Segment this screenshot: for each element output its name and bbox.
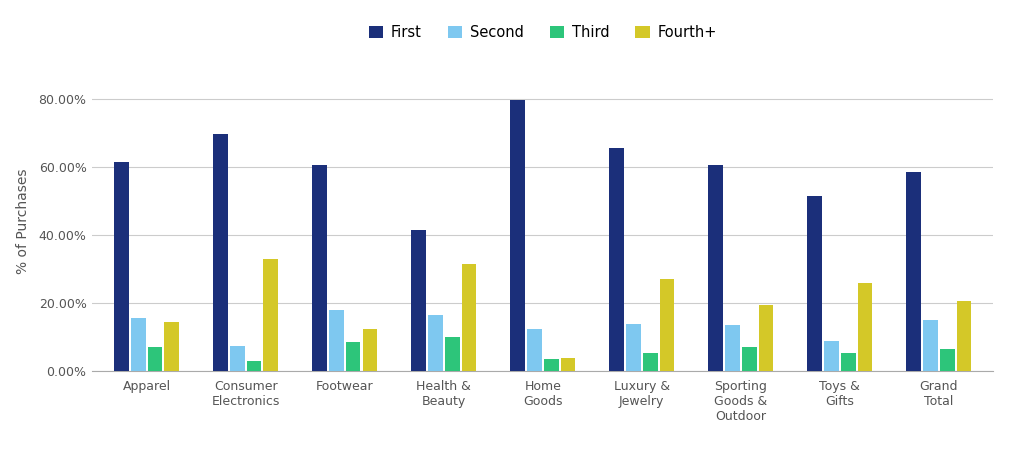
- Bar: [725, 325, 739, 371]
- Bar: [858, 283, 872, 371]
- Bar: [643, 353, 657, 371]
- Bar: [906, 172, 921, 371]
- Bar: [527, 329, 542, 371]
- Y-axis label: % of Purchases: % of Purchases: [16, 169, 31, 274]
- Bar: [428, 315, 442, 371]
- Bar: [165, 322, 179, 371]
- Bar: [346, 342, 360, 371]
- Bar: [807, 196, 822, 371]
- Bar: [329, 310, 344, 371]
- Bar: [759, 305, 773, 371]
- Bar: [940, 349, 954, 371]
- Bar: [362, 329, 377, 371]
- Bar: [626, 324, 641, 371]
- Bar: [462, 264, 476, 371]
- Bar: [213, 134, 227, 371]
- Bar: [510, 100, 525, 371]
- Bar: [444, 337, 460, 371]
- Bar: [312, 165, 327, 371]
- Bar: [923, 320, 938, 371]
- Bar: [411, 230, 426, 371]
- Bar: [956, 301, 972, 371]
- Bar: [560, 357, 575, 371]
- Bar: [263, 259, 279, 371]
- Bar: [131, 318, 145, 371]
- Bar: [229, 346, 245, 371]
- Bar: [544, 359, 558, 371]
- Bar: [709, 165, 723, 371]
- Bar: [841, 353, 856, 371]
- Legend: First, Second, Third, Fourth+: First, Second, Third, Fourth+: [369, 25, 717, 40]
- Bar: [741, 347, 757, 371]
- Bar: [147, 347, 163, 371]
- Bar: [114, 162, 129, 371]
- Bar: [247, 361, 261, 371]
- Bar: [609, 148, 624, 371]
- Bar: [659, 279, 675, 371]
- Bar: [824, 341, 839, 371]
